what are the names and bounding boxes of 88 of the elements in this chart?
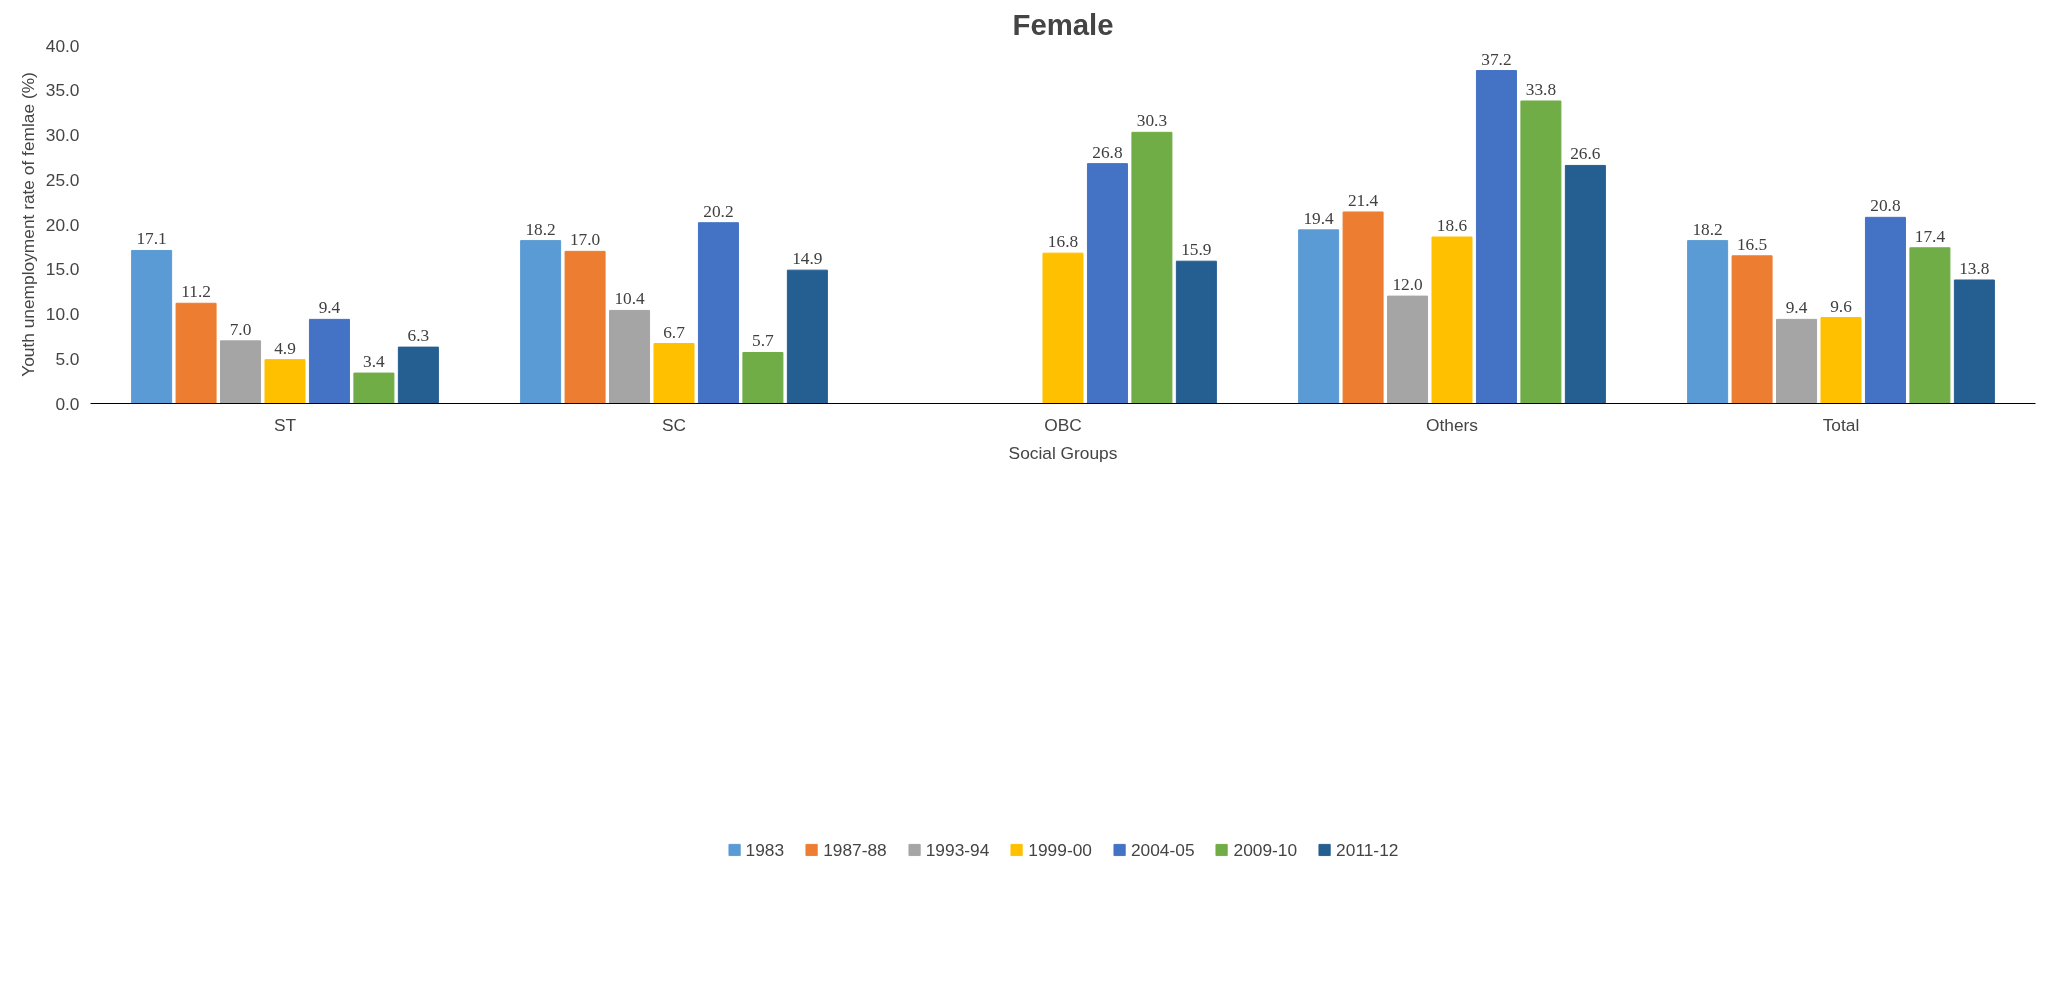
bar [1042, 252, 1084, 404]
bar [308, 318, 350, 404]
y-tick-label: 35.0 [45, 80, 80, 101]
chart-title: Female [1012, 7, 1114, 41]
data-label: 26.6 [1570, 144, 1601, 164]
data-label: 12.0 [1392, 275, 1423, 295]
data-label: 7.0 [229, 319, 252, 339]
bar [786, 269, 828, 404]
bar [609, 309, 651, 404]
x-tick-label: SC [661, 414, 687, 435]
y-tick-label: 20.0 [45, 214, 80, 235]
bar [1520, 100, 1562, 404]
bar [264, 359, 306, 404]
bar [653, 343, 695, 404]
legend-label: 2011-12 [1336, 839, 1399, 861]
bar [175, 302, 217, 404]
y-axis-title: Youth unemployment rate of femlae (%) [17, 72, 38, 377]
data-label: 3.4 [363, 352, 386, 372]
data-label: 9.4 [1785, 298, 1808, 318]
bar [1909, 247, 1951, 404]
data-label: 9.4 [318, 298, 341, 318]
x-tick-label: ST [273, 414, 297, 435]
data-label: 18.2 [1692, 219, 1723, 239]
bar [1131, 131, 1173, 404]
bar [742, 351, 784, 404]
bar [1776, 318, 1818, 404]
data-label: 17.1 [136, 229, 167, 249]
bar [1564, 164, 1606, 404]
data-label: 14.9 [792, 249, 823, 269]
legend-label: 2004-05 [1130, 839, 1195, 861]
bar [353, 372, 395, 404]
bar [131, 249, 173, 404]
bar [1953, 279, 1995, 404]
bar [1864, 216, 1906, 404]
data-label: 33.8 [1525, 79, 1557, 99]
bar [1175, 260, 1217, 404]
data-label: 9.6 [1830, 296, 1853, 316]
bar [1820, 317, 1862, 404]
bar [1342, 211, 1384, 404]
data-label: 11.2 [181, 282, 211, 302]
data-label: 4.9 [274, 338, 296, 358]
bar [1475, 70, 1517, 404]
legend-label: 2009-10 [1233, 839, 1298, 861]
data-label: 13.8 [1959, 258, 1990, 278]
data-label: 18.2 [525, 219, 556, 239]
bar [564, 250, 606, 404]
data-label: 10.4 [614, 289, 646, 309]
data-label: 16.8 [1047, 232, 1079, 252]
data-label: 30.3 [1136, 111, 1168, 131]
data-label: 21.4 [1347, 190, 1379, 210]
legend-label: 1993-94 [925, 839, 990, 861]
bar [1298, 229, 1340, 404]
bar [397, 346, 439, 404]
legend-label: 1999-00 [1028, 839, 1092, 861]
bar [1086, 163, 1128, 404]
data-label: 17.0 [569, 230, 601, 250]
y-tick-label: 15.0 [45, 259, 80, 280]
x-axis-title: Social Groups [1008, 442, 1118, 463]
data-label: 6.3 [407, 326, 430, 346]
data-label: 18.6 [1436, 216, 1468, 236]
data-label: 37.2 [1481, 49, 1512, 69]
y-tick-label: 30.0 [45, 125, 80, 145]
bar [520, 240, 562, 404]
y-tick-label: 40.0 [45, 35, 80, 56]
x-tick-label: OBC [1044, 414, 1082, 435]
data-label: 15.9 [1181, 240, 1212, 260]
bar [1431, 236, 1473, 404]
data-label: 17.4 [1914, 226, 1946, 246]
y-tick-label: 5.0 [55, 348, 80, 369]
x-tick-label: Others [1426, 414, 1479, 435]
x-tick-label: Total [1822, 414, 1860, 435]
data-label: 20.2 [703, 201, 734, 221]
bar [1387, 295, 1429, 404]
data-label: 19.4 [1303, 208, 1335, 228]
bar [1731, 255, 1773, 404]
legend-label: 1983 [745, 839, 785, 861]
data-label: 6.7 [663, 322, 686, 342]
bar [1687, 240, 1729, 404]
bar [220, 340, 262, 404]
data-label: 26.8 [1092, 142, 1123, 162]
data-label: 16.5 [1736, 234, 1768, 254]
y-tick-label: 10.0 [45, 304, 80, 324]
y-tick-label: 0.0 [55, 393, 80, 414]
y-tick-label: 25.0 [45, 169, 80, 190]
data-label: 5.7 [752, 331, 775, 351]
data-label: 20.8 [1870, 196, 1901, 216]
bar [697, 222, 739, 404]
legend-label: 1987-88 [823, 839, 887, 861]
